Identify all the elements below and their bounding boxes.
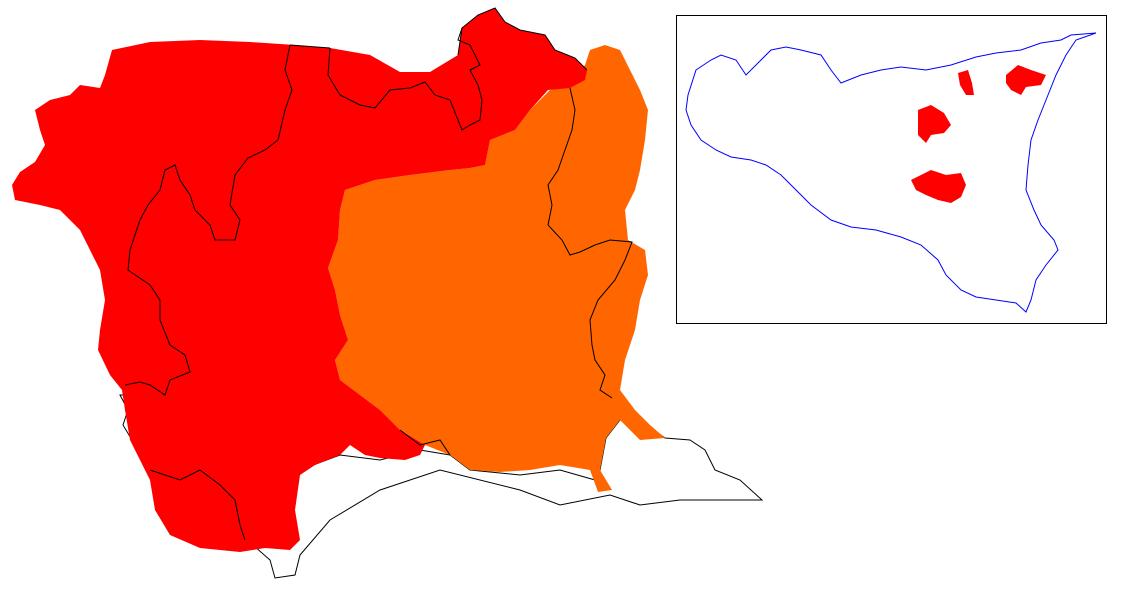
outer-borders — [289, 7, 588, 71]
internal-borders — [124, 27, 633, 541]
highlight-patch-2 — [1006, 65, 1046, 95]
inset-highlights — [911, 65, 1046, 203]
red-zone — [12, 8, 587, 552]
orange-zone — [328, 45, 665, 492]
island-outline — [685, 32, 1097, 313]
highlight-patch-4 — [911, 170, 966, 203]
inset-locator-map — [676, 15, 1107, 324]
highlight-patch-3 — [918, 105, 951, 143]
highlight-patch-1 — [958, 70, 974, 95]
main-region-map — [12, 7, 764, 579]
inset-frame — [676, 15, 1107, 324]
